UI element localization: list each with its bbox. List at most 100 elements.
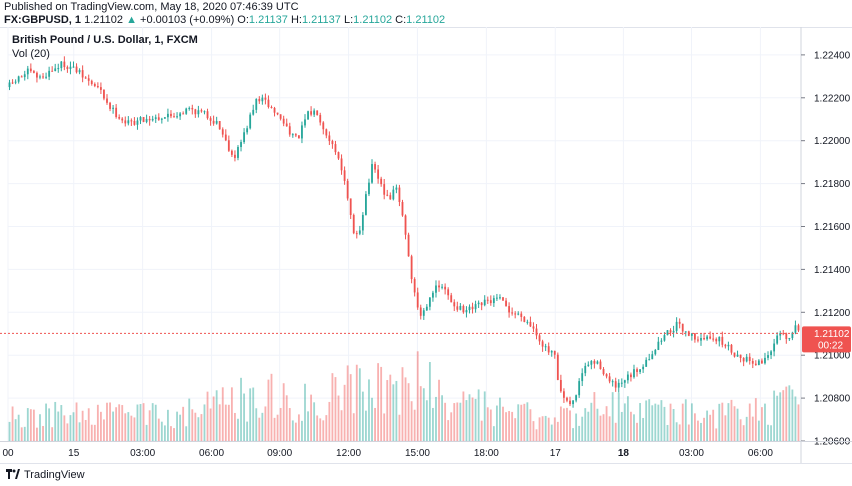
- volume-bar: [337, 395, 340, 441]
- volume-bar: [307, 411, 309, 441]
- volume-bar: [197, 417, 200, 441]
- candle-body: [209, 118, 212, 121]
- candle-body: [486, 299, 489, 301]
- candle-body: [151, 118, 154, 121]
- candle-body: [26, 68, 29, 75]
- tradingview-logo-icon[interactable]: [6, 469, 20, 481]
- volume-bar: [96, 404, 99, 441]
- price-chart[interactable]: 1.22400 1.22200 1.22000 1.21800 1.21600 1.214…: [0, 27, 852, 463]
- volume-bar: [453, 403, 456, 441]
- chart-legend-title: British Pound / U.S. Dollar, 1, FXCM: [12, 34, 198, 46]
- candle-body: [264, 97, 267, 100]
- candle-body: [773, 343, 776, 352]
- change-value: +0.00103 (+0.09%): [140, 14, 235, 26]
- volume-bar: [66, 423, 69, 441]
- candle-body: [715, 338, 718, 342]
- volume-bar: [794, 396, 797, 441]
- volume-bar: [157, 418, 160, 441]
- volume-bar: [371, 397, 373, 441]
- candle-body: [706, 336, 709, 340]
- candle-body: [553, 350, 556, 355]
- candle-body: [425, 306, 428, 311]
- volume-bar: [142, 403, 145, 441]
- volume-bar: [48, 408, 51, 441]
- volume-bar: [672, 409, 675, 441]
- price-badge-background: [802, 326, 851, 353]
- candle-body: [502, 297, 504, 301]
- candle-body: [322, 122, 325, 130]
- candle-body: [42, 76, 44, 78]
- volume-bar: [252, 387, 255, 441]
- volume-bar: [563, 408, 565, 441]
- volume-bar: [602, 414, 605, 441]
- candle-body: [435, 285, 437, 293]
- volume-bar: [581, 416, 584, 441]
- volume-bar: [173, 428, 175, 441]
- candle-body: [672, 330, 675, 333]
- candle-body: [794, 325, 797, 333]
- volume-bar: [639, 403, 641, 441]
- volume-bar: [343, 384, 346, 441]
- volume-bar: [297, 414, 300, 441]
- candle-body: [636, 369, 638, 372]
- candle-body: [575, 395, 578, 401]
- volume-bar: [20, 427, 23, 441]
- candle-body: [99, 87, 102, 90]
- candle-body: [596, 361, 599, 364]
- high-value: 1.21137: [301, 14, 341, 26]
- volume-bar: [36, 427, 38, 441]
- tradingview-brand[interactable]: TradingView: [24, 469, 85, 481]
- x-tick-label: 18: [618, 448, 630, 459]
- candle-body: [721, 336, 724, 345]
- candle-body: [203, 111, 206, 113]
- volume-bar: [611, 392, 614, 441]
- candle-body: [642, 366, 645, 370]
- candle-body: [297, 135, 300, 139]
- volume-bar: [167, 409, 169, 441]
- x-tick-label: 00: [2, 448, 14, 459]
- candle-body: [39, 76, 41, 78]
- candle-body: [471, 306, 474, 310]
- symbol-label: FX:GBPUSD, 1: [4, 14, 82, 26]
- volume-bar: [112, 411, 115, 441]
- candle-body: [709, 336, 712, 339]
- volume-bar: [447, 420, 450, 441]
- candle-body: [547, 346, 550, 353]
- volume-bar: [648, 399, 651, 441]
- volume-bar: [499, 397, 501, 441]
- x-tick-label: 18:00: [474, 448, 499, 459]
- candle-body: [517, 313, 520, 315]
- volume-bar: [654, 403, 657, 441]
- candle-body: [392, 189, 395, 200]
- candle-body: [215, 121, 218, 124]
- candle-body: [538, 335, 541, 342]
- candle-body: [654, 349, 657, 355]
- y-tick-label: 1.21400: [814, 265, 851, 276]
- candle-body: [419, 307, 422, 316]
- volume-bar: [365, 410, 367, 441]
- candle-body: [404, 215, 407, 235]
- volume-bar: [377, 363, 380, 441]
- candle-body: [724, 344, 727, 347]
- candle-body: [483, 299, 486, 306]
- candle-body: [422, 310, 425, 316]
- volume-bar: [160, 421, 163, 441]
- volume-bar: [547, 417, 550, 441]
- volume-bar: [572, 428, 574, 441]
- volume-bar: [118, 404, 121, 441]
- candle-body: [675, 321, 678, 331]
- volume-bar: [234, 412, 236, 441]
- candle-body: [630, 374, 632, 378]
- volume-bar: [642, 417, 645, 441]
- y-tick-label: 1.22000: [814, 136, 851, 147]
- volume-bar: [340, 410, 343, 441]
- volume-bar: [282, 383, 285, 441]
- volume-bar: [596, 408, 599, 441]
- volume-bar: [700, 422, 702, 441]
- candle-body: [791, 332, 794, 339]
- volume-bar: [538, 417, 541, 441]
- volume-bar: [684, 399, 687, 441]
- volume-bar: [773, 390, 776, 441]
- volume-bar: [267, 379, 270, 441]
- volume-bar: [724, 415, 727, 441]
